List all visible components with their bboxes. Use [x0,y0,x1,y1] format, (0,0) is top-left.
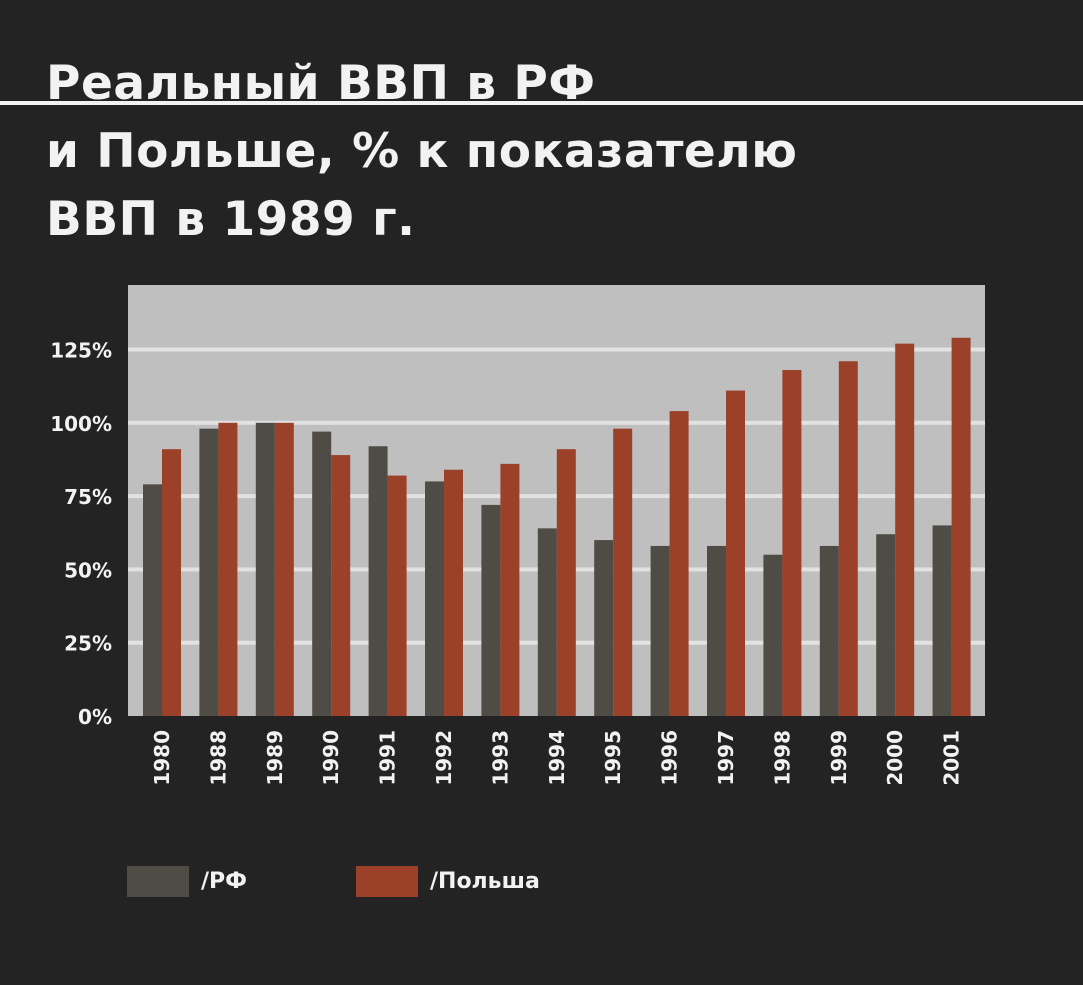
bar-poland [444,469,463,716]
bar-rf [819,545,839,716]
y-tick-label: 25% [64,632,112,656]
y-tick-label: 75% [64,485,112,509]
x-tick-label: 1991 [376,730,400,786]
x-tick-label: 2000 [883,730,907,786]
bar-poland [669,411,689,716]
bar-rf [650,545,670,716]
bar-rf [876,534,896,716]
x-tick-label: 1995 [601,730,625,786]
x-tick-label: 1993 [488,730,512,786]
legend-label-poland: /Польша [430,869,540,894]
bar-poland [556,449,576,716]
x-tick-label: 1989 [263,730,287,786]
bar-poland [274,422,294,716]
legend-item-rf: /РФ [127,866,247,897]
gridline [128,494,985,499]
x-tick-label: 1980 [150,730,174,786]
bar-rf [763,554,783,716]
bar-poland [162,449,181,716]
bar-poland [387,475,407,716]
bar-poland [895,343,915,716]
bar-poland [218,422,238,716]
x-tick-label: 1999 [827,730,851,786]
legend-swatch-poland [356,866,418,897]
x-tick-label: 1990 [319,730,343,786]
gridline [128,347,985,352]
y-tick-label: 0% [78,705,112,729]
chart-title: Реальный ВВП в РФ и Польше, % к показате… [46,50,797,254]
bar-rf [143,484,162,716]
bar-poland [331,455,351,716]
bar-rf [537,528,557,716]
legend-swatch-rf [127,866,189,897]
title-line-3: ВВП в 1989 г. [46,192,416,247]
y-tick-label: 125% [50,339,112,363]
x-tick-label: 2001 [940,730,964,786]
x-tick-label: 1997 [714,730,738,786]
bar-rf [368,446,388,716]
bar-rf [199,428,219,716]
bar-rf [707,545,726,716]
title-rule [0,101,1083,105]
bar-poland [500,463,520,716]
legend-label-rf: /РФ [201,869,247,894]
bar-poland [838,361,858,716]
title-line-2: и Польше, % к показателю [46,124,798,179]
x-tick-label: 1988 [206,730,230,786]
x-tick-label: 1994 [545,730,569,786]
bar-poland [951,337,971,716]
bar-rf [312,431,332,716]
bar-rf [594,540,614,716]
bar-poland [613,428,633,716]
bar-rf [481,504,501,716]
x-tick-label: 1996 [658,730,682,786]
bar-rf [255,422,275,716]
x-tick-label: 1992 [432,730,456,786]
x-tick-label: 1998 [770,730,794,786]
legend-item-poland: /Польша [356,866,540,897]
y-tick-label: 50% [64,558,112,582]
gridline [128,420,985,425]
bar-rf [425,481,444,716]
bar-rf [932,525,952,716]
title-rule-gap [0,105,1083,108]
bar-poland [782,370,802,716]
bar-poland [726,390,745,716]
y-tick-label: 100% [50,412,112,436]
